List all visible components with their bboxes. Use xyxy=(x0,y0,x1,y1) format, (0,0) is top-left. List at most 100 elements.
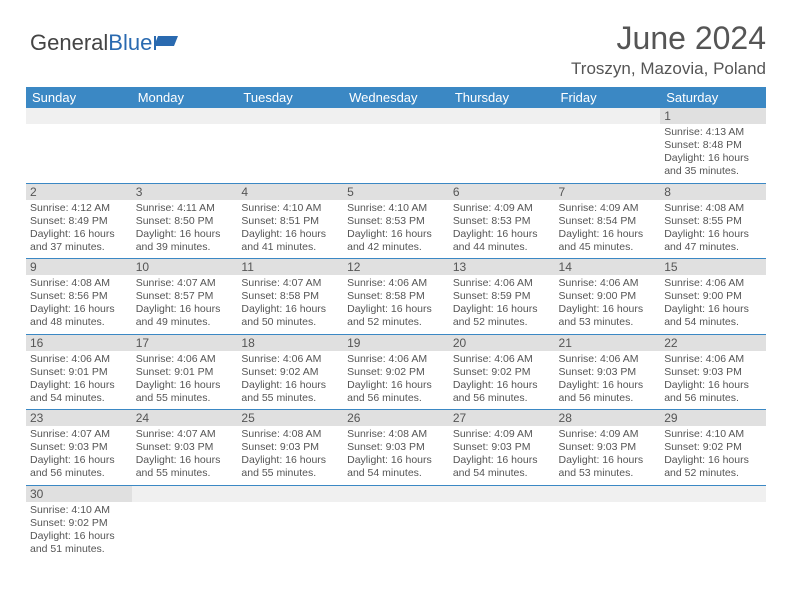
calendar-day-cell xyxy=(26,108,132,183)
day-number: 27 xyxy=(449,410,555,426)
day-number xyxy=(26,108,132,124)
day-details: Sunrise: 4:06 AMSunset: 9:00 PMDaylight:… xyxy=(660,275,766,334)
day-number: 26 xyxy=(343,410,449,426)
day-details: Sunrise: 4:08 AMSunset: 8:56 PMDaylight:… xyxy=(26,275,132,334)
day-number xyxy=(132,108,238,124)
day-number: 1 xyxy=(660,108,766,124)
calendar-day-cell: 24Sunrise: 4:07 AMSunset: 9:03 PMDayligh… xyxy=(132,410,238,486)
day-number: 7 xyxy=(555,184,661,200)
day-details: Sunrise: 4:06 AMSunset: 9:02 PMDaylight:… xyxy=(449,351,555,410)
brand-part2: Blue xyxy=(108,30,152,56)
day-number: 29 xyxy=(660,410,766,426)
calendar-day-cell: 13Sunrise: 4:06 AMSunset: 8:59 PMDayligh… xyxy=(449,259,555,335)
day-number xyxy=(132,486,238,502)
calendar-week-row: 30Sunrise: 4:10 AMSunset: 9:02 PMDayligh… xyxy=(26,485,766,560)
day-details: Sunrise: 4:09 AMSunset: 8:54 PMDaylight:… xyxy=(555,200,661,259)
calendar-day-cell: 16Sunrise: 4:06 AMSunset: 9:01 PMDayligh… xyxy=(26,334,132,410)
day-details: Sunrise: 4:06 AMSunset: 9:03 PMDaylight:… xyxy=(555,351,661,410)
calendar-day-cell: 23Sunrise: 4:07 AMSunset: 9:03 PMDayligh… xyxy=(26,410,132,486)
day-details: Sunrise: 4:10 AMSunset: 9:02 PMDaylight:… xyxy=(660,426,766,485)
day-number: 24 xyxy=(132,410,238,426)
day-details: Sunrise: 4:08 AMSunset: 9:03 PMDaylight:… xyxy=(343,426,449,485)
day-number: 4 xyxy=(237,184,343,200)
calendar-day-cell: 6Sunrise: 4:09 AMSunset: 8:53 PMDaylight… xyxy=(449,183,555,259)
calendar-day-cell: 2Sunrise: 4:12 AMSunset: 8:49 PMDaylight… xyxy=(26,183,132,259)
day-number: 5 xyxy=(343,184,449,200)
day-details: Sunrise: 4:07 AMSunset: 9:03 PMDaylight:… xyxy=(26,426,132,485)
day-number: 23 xyxy=(26,410,132,426)
flag-icon xyxy=(154,30,180,56)
day-number: 21 xyxy=(555,335,661,351)
calendar-day-cell: 19Sunrise: 4:06 AMSunset: 9:02 PMDayligh… xyxy=(343,334,449,410)
calendar-day-cell: 4Sunrise: 4:10 AMSunset: 8:51 PMDaylight… xyxy=(237,183,343,259)
day-number xyxy=(449,108,555,124)
day-details: Sunrise: 4:06 AMSunset: 8:59 PMDaylight:… xyxy=(449,275,555,334)
calendar-day-cell: 29Sunrise: 4:10 AMSunset: 9:02 PMDayligh… xyxy=(660,410,766,486)
calendar-day-cell: 18Sunrise: 4:06 AMSunset: 9:02 AMDayligh… xyxy=(237,334,343,410)
calendar-day-cell: 9Sunrise: 4:08 AMSunset: 8:56 PMDaylight… xyxy=(26,259,132,335)
calendar-day-cell: 7Sunrise: 4:09 AMSunset: 8:54 PMDaylight… xyxy=(555,183,661,259)
day-details: Sunrise: 4:06 AMSunset: 9:01 PMDaylight:… xyxy=(26,351,132,410)
day-number: 14 xyxy=(555,259,661,275)
day-number xyxy=(449,486,555,502)
day-number xyxy=(555,486,661,502)
calendar-day-cell: 11Sunrise: 4:07 AMSunset: 8:58 PMDayligh… xyxy=(237,259,343,335)
day-number: 2 xyxy=(26,184,132,200)
weekday-header: Wednesday xyxy=(343,87,449,108)
calendar-day-cell: 28Sunrise: 4:09 AMSunset: 9:03 PMDayligh… xyxy=(555,410,661,486)
day-number xyxy=(343,486,449,502)
weekday-header: Friday xyxy=(555,87,661,108)
day-details: Sunrise: 4:06 AMSunset: 9:00 PMDaylight:… xyxy=(555,275,661,334)
day-number: 19 xyxy=(343,335,449,351)
day-details: Sunrise: 4:10 AMSunset: 9:02 PMDaylight:… xyxy=(26,502,132,561)
calendar-day-cell xyxy=(237,485,343,560)
calendar-day-cell xyxy=(237,108,343,183)
day-number xyxy=(237,486,343,502)
day-details: Sunrise: 4:07 AMSunset: 8:58 PMDaylight:… xyxy=(237,275,343,334)
day-number: 12 xyxy=(343,259,449,275)
calendar-day-cell: 3Sunrise: 4:11 AMSunset: 8:50 PMDaylight… xyxy=(132,183,238,259)
weekday-header: Thursday xyxy=(449,87,555,108)
day-number: 13 xyxy=(449,259,555,275)
weekday-header-row: SundayMondayTuesdayWednesdayThursdayFrid… xyxy=(26,87,766,108)
calendar-day-cell xyxy=(555,485,661,560)
calendar-day-cell: 26Sunrise: 4:08 AMSunset: 9:03 PMDayligh… xyxy=(343,410,449,486)
calendar-day-cell: 21Sunrise: 4:06 AMSunset: 9:03 PMDayligh… xyxy=(555,334,661,410)
calendar-day-cell: 10Sunrise: 4:07 AMSunset: 8:57 PMDayligh… xyxy=(132,259,238,335)
calendar-day-cell: 25Sunrise: 4:08 AMSunset: 9:03 PMDayligh… xyxy=(237,410,343,486)
calendar-week-row: 2Sunrise: 4:12 AMSunset: 8:49 PMDaylight… xyxy=(26,183,766,259)
calendar-day-cell xyxy=(660,485,766,560)
day-number: 30 xyxy=(26,486,132,502)
day-details: Sunrise: 4:13 AMSunset: 8:48 PMDaylight:… xyxy=(660,124,766,183)
calendar-day-cell: 30Sunrise: 4:10 AMSunset: 9:02 PMDayligh… xyxy=(26,485,132,560)
day-details: Sunrise: 4:09 AMSunset: 9:03 PMDaylight:… xyxy=(449,426,555,485)
day-details: Sunrise: 4:06 AMSunset: 8:58 PMDaylight:… xyxy=(343,275,449,334)
calendar-day-cell xyxy=(343,108,449,183)
calendar-day-cell: 27Sunrise: 4:09 AMSunset: 9:03 PMDayligh… xyxy=(449,410,555,486)
day-number: 10 xyxy=(132,259,238,275)
calendar-day-cell: 15Sunrise: 4:06 AMSunset: 9:00 PMDayligh… xyxy=(660,259,766,335)
calendar-week-row: 16Sunrise: 4:06 AMSunset: 9:01 PMDayligh… xyxy=(26,334,766,410)
day-number: 28 xyxy=(555,410,661,426)
weekday-header: Tuesday xyxy=(237,87,343,108)
day-details: Sunrise: 4:09 AMSunset: 9:03 PMDaylight:… xyxy=(555,426,661,485)
calendar-week-row: 9Sunrise: 4:08 AMSunset: 8:56 PMDaylight… xyxy=(26,259,766,335)
day-details: Sunrise: 4:06 AMSunset: 9:02 PMDaylight:… xyxy=(343,351,449,410)
day-details: Sunrise: 4:06 AMSunset: 9:01 PMDaylight:… xyxy=(132,351,238,410)
day-number xyxy=(343,108,449,124)
day-details: Sunrise: 4:08 AMSunset: 8:55 PMDaylight:… xyxy=(660,200,766,259)
day-details: Sunrise: 4:10 AMSunset: 8:53 PMDaylight:… xyxy=(343,200,449,259)
calendar-day-cell: 1Sunrise: 4:13 AMSunset: 8:48 PMDaylight… xyxy=(660,108,766,183)
brand-part1: General xyxy=(30,30,108,56)
calendar-day-cell: 20Sunrise: 4:06 AMSunset: 9:02 PMDayligh… xyxy=(449,334,555,410)
calendar-day-cell xyxy=(449,108,555,183)
day-details: Sunrise: 4:08 AMSunset: 9:03 PMDaylight:… xyxy=(237,426,343,485)
day-number: 11 xyxy=(237,259,343,275)
day-number xyxy=(555,108,661,124)
day-number: 16 xyxy=(26,335,132,351)
calendar-day-cell xyxy=(132,485,238,560)
brand-logo: GeneralBlue xyxy=(30,30,180,56)
day-number: 9 xyxy=(26,259,132,275)
day-number: 22 xyxy=(660,335,766,351)
day-details: Sunrise: 4:12 AMSunset: 8:49 PMDaylight:… xyxy=(26,200,132,259)
